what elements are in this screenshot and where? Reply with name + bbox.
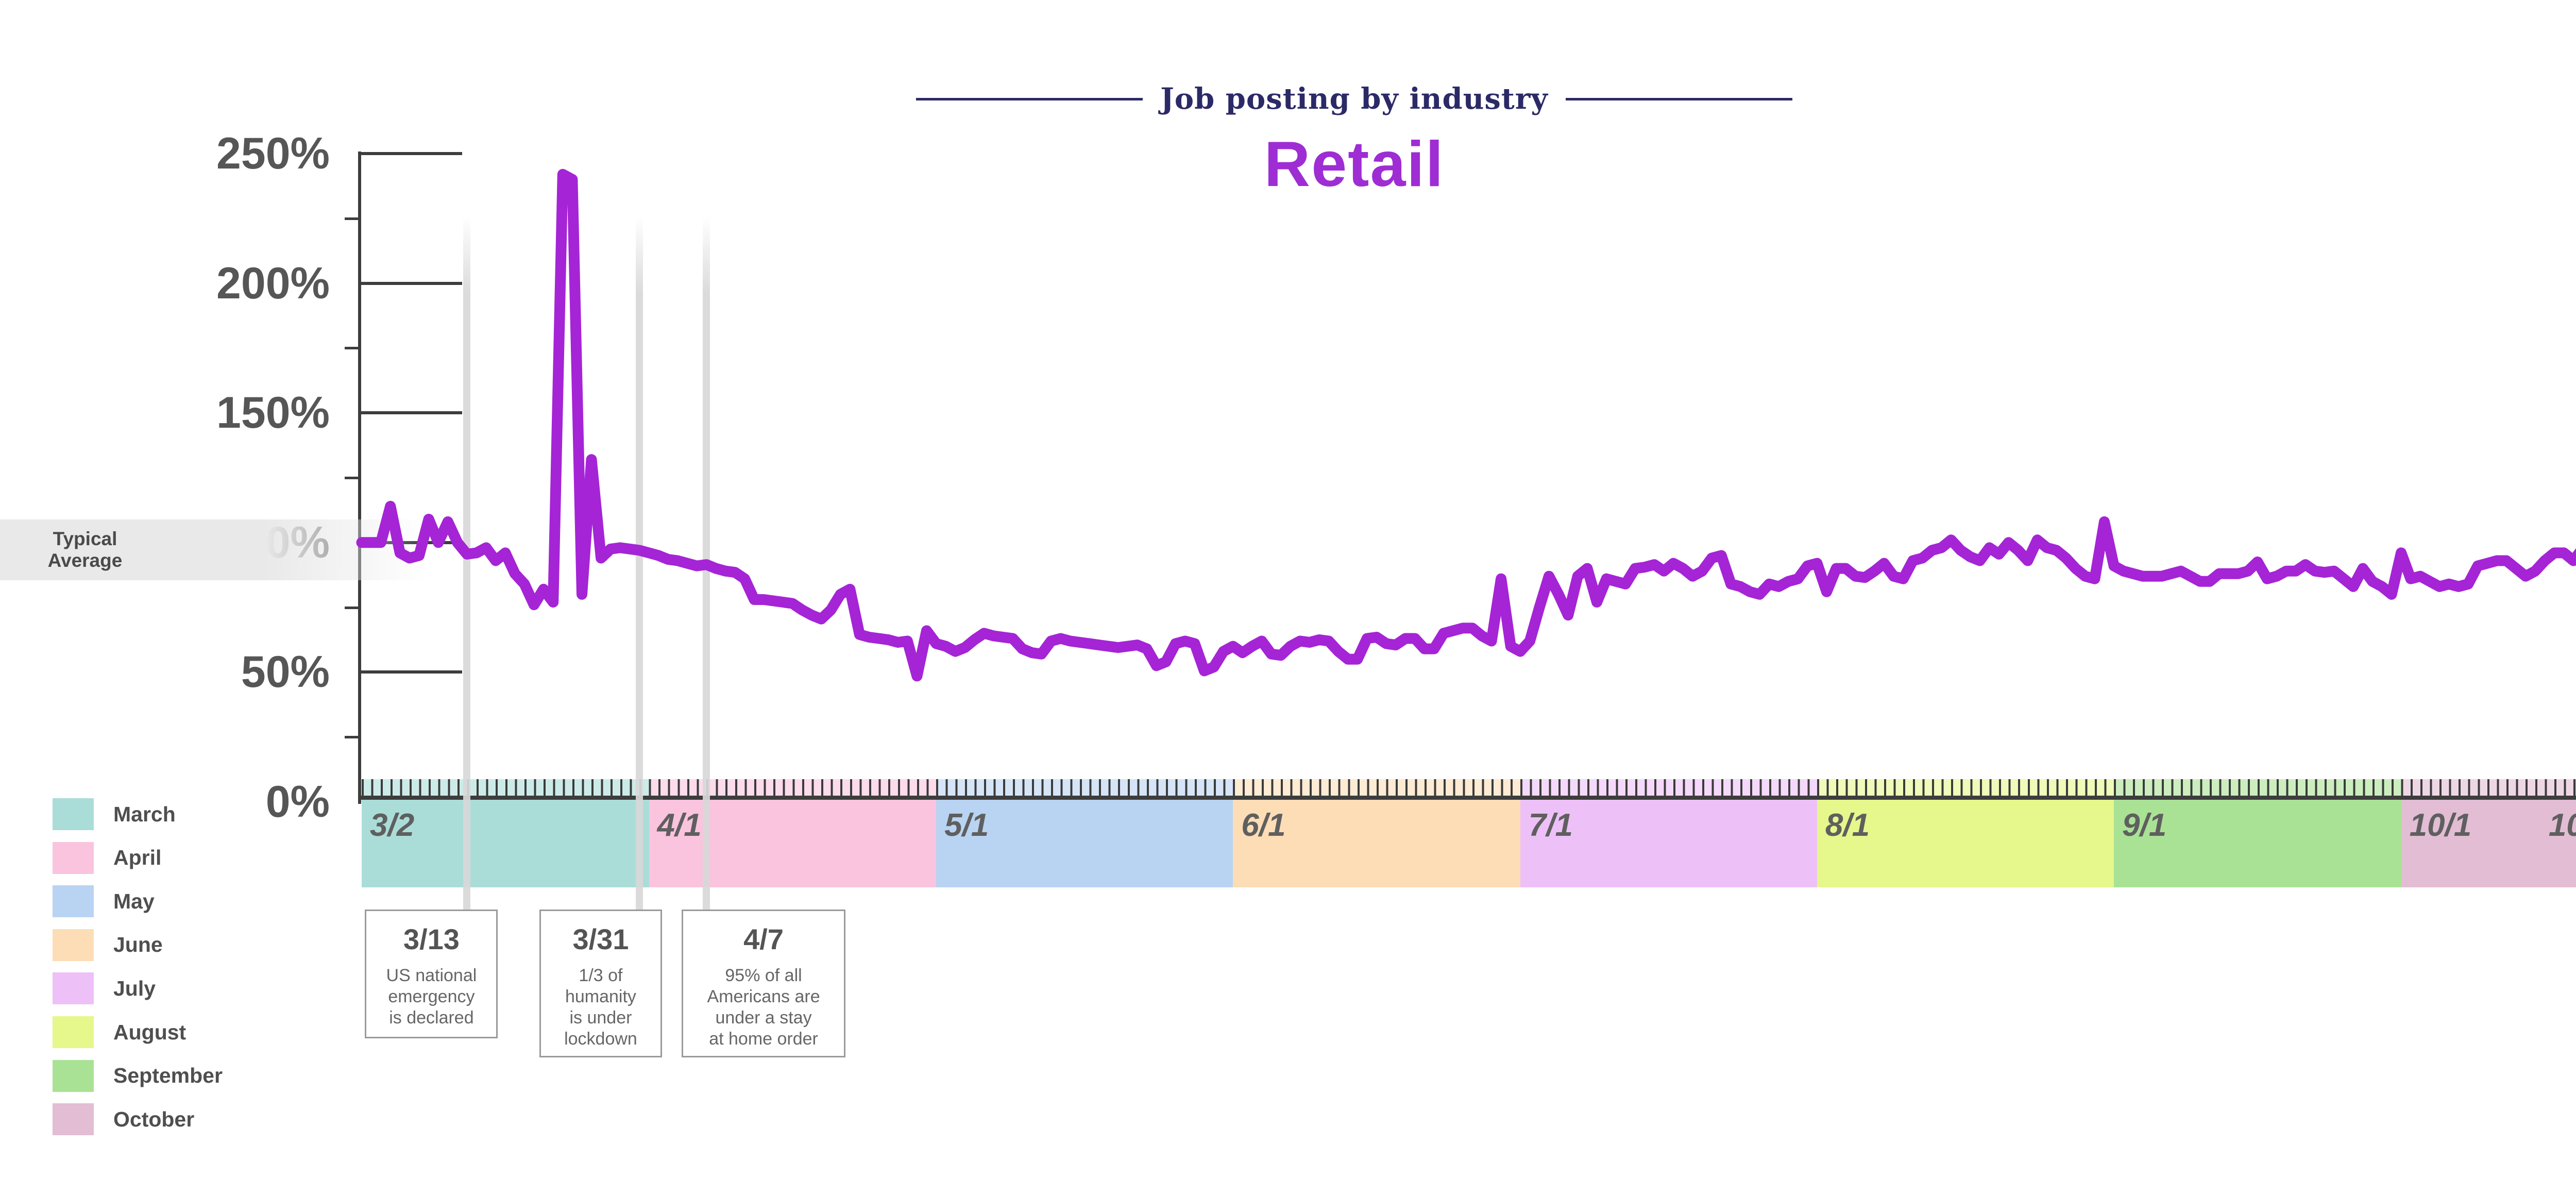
y-tick-minor: [345, 477, 359, 479]
legend-item: April: [53, 842, 161, 874]
month-band-segment: 6/1: [1233, 800, 1520, 887]
typical-average-band: [0, 519, 428, 580]
annotation-date: 3/13: [403, 923, 460, 955]
header-rule-right: [1565, 97, 1792, 100]
y-tick-minor: [345, 736, 359, 739]
legend-item: March: [53, 798, 176, 830]
legend-item: September: [53, 1059, 223, 1092]
y-axis-label: 0%: [265, 777, 330, 827]
month-band-segment: 5/1: [936, 800, 1233, 887]
typical-average-line1: Typical: [53, 528, 117, 549]
annotation-date: 3/31: [572, 923, 629, 955]
legend-label: July: [113, 976, 156, 1000]
y-tick-major: [359, 152, 462, 155]
legend-swatch: [53, 1016, 94, 1048]
header-rule-left: [916, 97, 1143, 100]
annotation-box: 3/31 1/3 of humanity is under lockdown: [539, 910, 662, 1057]
month-date-label: 9/1: [2122, 807, 2167, 843]
legend-swatch: [53, 1103, 94, 1136]
annotation-text: 95% of all Americans are under a stay at ho…: [707, 966, 820, 1049]
y-tick-major: [359, 281, 462, 285]
ruler-tick-strip: [362, 779, 2576, 796]
legend-swatch: [53, 885, 94, 918]
y-axis-label: 200%: [216, 258, 330, 308]
typical-average-label: Typical Average: [21, 528, 149, 571]
month-date-label: 4/1: [657, 807, 702, 843]
legend-label: May: [113, 889, 155, 913]
y-tick-minor: [345, 606, 359, 609]
typical-average-line2: Average: [47, 550, 123, 571]
y-axis-label: 50%: [241, 647, 330, 697]
legend-item: May: [53, 885, 155, 918]
month-date-label: 7/1: [1528, 807, 1573, 843]
legend-swatch: [53, 972, 94, 1005]
y-axis-line: [358, 152, 361, 804]
month-band-segment: 10/1 10/26: [2401, 800, 2576, 887]
month-end-date-label: 10/26: [2548, 807, 2576, 843]
industry-title: Retail: [1264, 129, 1445, 200]
month-date-label: 5/1: [944, 807, 989, 843]
y-axis-label: 250%: [216, 129, 330, 178]
legend-item: October: [53, 1103, 195, 1136]
annotation-date: 4/7: [743, 923, 784, 955]
month-band-segment: 8/1: [1817, 800, 2114, 887]
jobline-series-path: [356, 169, 2576, 682]
annotation-text: 1/3 of humanity is under lockdown: [564, 966, 637, 1049]
month-date-label: 6/1: [1241, 807, 1286, 843]
legend-label: March: [113, 802, 176, 826]
month-band-segment: 9/1: [2114, 800, 2401, 887]
chart-header: Job posting by industry: [0, 78, 2576, 120]
legend-label: October: [113, 1107, 195, 1131]
y-tick-major: [359, 411, 462, 415]
legend-label: April: [113, 846, 162, 870]
month-date-label: 3/2: [370, 807, 415, 843]
month-band-segment: 7/1: [1520, 800, 1817, 887]
ruler-baseline: [358, 796, 2576, 800]
legend-item: July: [53, 972, 156, 1005]
page-title: Job posting by industry: [1160, 82, 1548, 116]
legend-item: August: [53, 1016, 186, 1048]
month-date-label: 10/1: [2409, 807, 2472, 843]
annotation-box: 4/7 95% of all Americans are under a stay at…: [682, 910, 846, 1057]
y-axis-label: 150%: [216, 388, 330, 438]
legend-label: June: [113, 933, 163, 957]
y-tick-major: [359, 670, 462, 674]
y-tick-minor: [345, 347, 359, 350]
legend-item: June: [53, 929, 163, 961]
legend-label: August: [113, 1020, 187, 1044]
y-tick-minor: [345, 217, 359, 220]
month-band-segment: 4/1: [649, 800, 937, 887]
legend-swatch: [53, 842, 94, 874]
event-marker-line: [463, 216, 471, 912]
legend-swatch: [53, 798, 94, 830]
legend-swatch: [53, 1059, 94, 1092]
month-date-label: 8/1: [1825, 807, 1870, 843]
annotation-text: US national emergency is declared: [386, 966, 477, 1028]
month-band-segment: 3/2: [362, 800, 649, 887]
legend-swatch: [53, 929, 94, 961]
event-marker-line: [635, 216, 643, 912]
legend-label: September: [113, 1064, 223, 1088]
annotation-box: 3/13 US national emergency is declared: [365, 910, 498, 1038]
